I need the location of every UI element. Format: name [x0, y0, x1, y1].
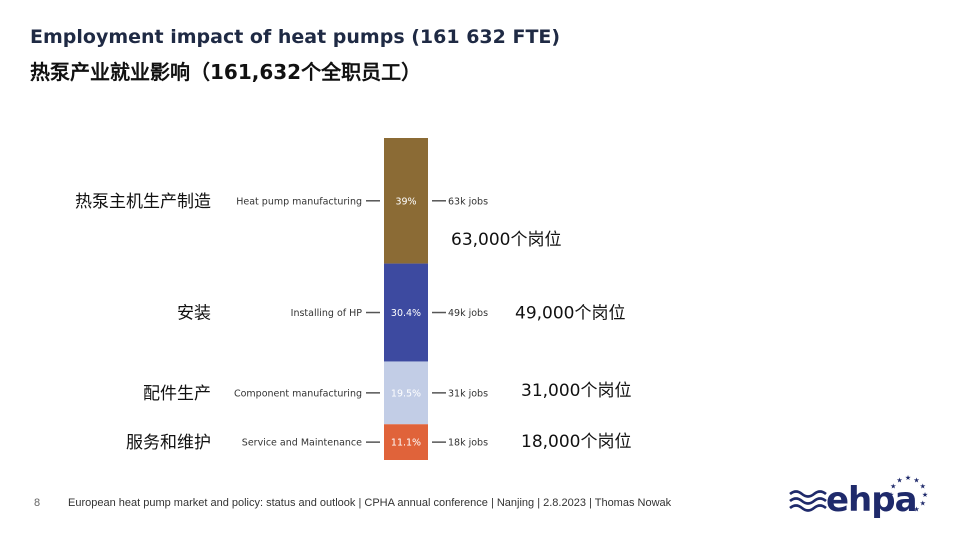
- logo-star-icon: ★: [920, 483, 926, 491]
- logo-star-icon: ★: [896, 476, 902, 484]
- logo-text: ehpa: [826, 480, 918, 520]
- logo-star-icon: ★: [905, 474, 911, 482]
- jobs-label-chinese-3: 18,000个岗位: [521, 432, 631, 452]
- logo-star-icon: ★: [890, 483, 896, 491]
- bar-segment-2: [384, 361, 428, 425]
- footer-text: European heat pump market and policy: st…: [68, 497, 672, 509]
- logo-star-icon: ★: [888, 491, 894, 499]
- page-title-chinese: 热泵产业就业影响（161,632个全职员工）: [30, 60, 422, 84]
- jobs-label-1: 49k jobs: [448, 308, 488, 319]
- category-label-chinese-0: 热泵主机生产制造: [75, 192, 211, 212]
- category-label-1: Installing of HP: [291, 308, 363, 319]
- bar-segment-3: [384, 424, 428, 460]
- logo-star-icon: ★: [922, 491, 928, 499]
- page-title-english: Employment impact of heat pumps (161 632…: [30, 26, 561, 48]
- jobs-label-3: 18k jobs: [448, 438, 488, 449]
- segment-percent-label-0: 39%: [395, 196, 416, 207]
- logo-star-icon: ★: [913, 476, 919, 484]
- category-label-3: Service and Maintenance: [242, 438, 362, 449]
- jobs-label-chinese-1: 49,000个岗位: [515, 304, 625, 324]
- logo-waves-icon: ★ ★★★★★★★★: [789, 474, 928, 514]
- category-label-chinese-1: 安装: [177, 304, 211, 324]
- jobs-label-0: 63k jobs: [448, 196, 488, 207]
- segment-percent-label-2: 19.5%: [391, 388, 421, 399]
- ehpa-logo: ★ ★ ★ ★ ★ ★ ★ ★ ★ ehpa: [788, 470, 928, 524]
- jobs-label-chinese-2: 31,000个岗位: [521, 381, 631, 401]
- jobs-label-chinese-0: 63,000个岗位: [451, 230, 561, 250]
- category-label-chinese-3: 服务和维护: [126, 433, 211, 453]
- segment-percent-label-3: 11.1%: [391, 438, 421, 449]
- bar-segment-1: [384, 263, 428, 362]
- category-label-chinese-2: 配件生产: [143, 384, 211, 404]
- category-label-2: Component manufacturing: [234, 388, 362, 399]
- logo-stars-icon: ★ ★★★★★★★★: [888, 474, 928, 514]
- logo-star-icon: ★: [913, 506, 919, 514]
- page-number: 8: [34, 497, 41, 509]
- jobs-label-2: 31k jobs: [448, 388, 488, 399]
- bar-segment-0: [384, 138, 428, 264]
- logo-star-icon: ★: [920, 500, 926, 508]
- category-label-0: Heat pump manufacturing: [236, 196, 362, 207]
- segment-percent-label-1: 30.4%: [391, 308, 421, 319]
